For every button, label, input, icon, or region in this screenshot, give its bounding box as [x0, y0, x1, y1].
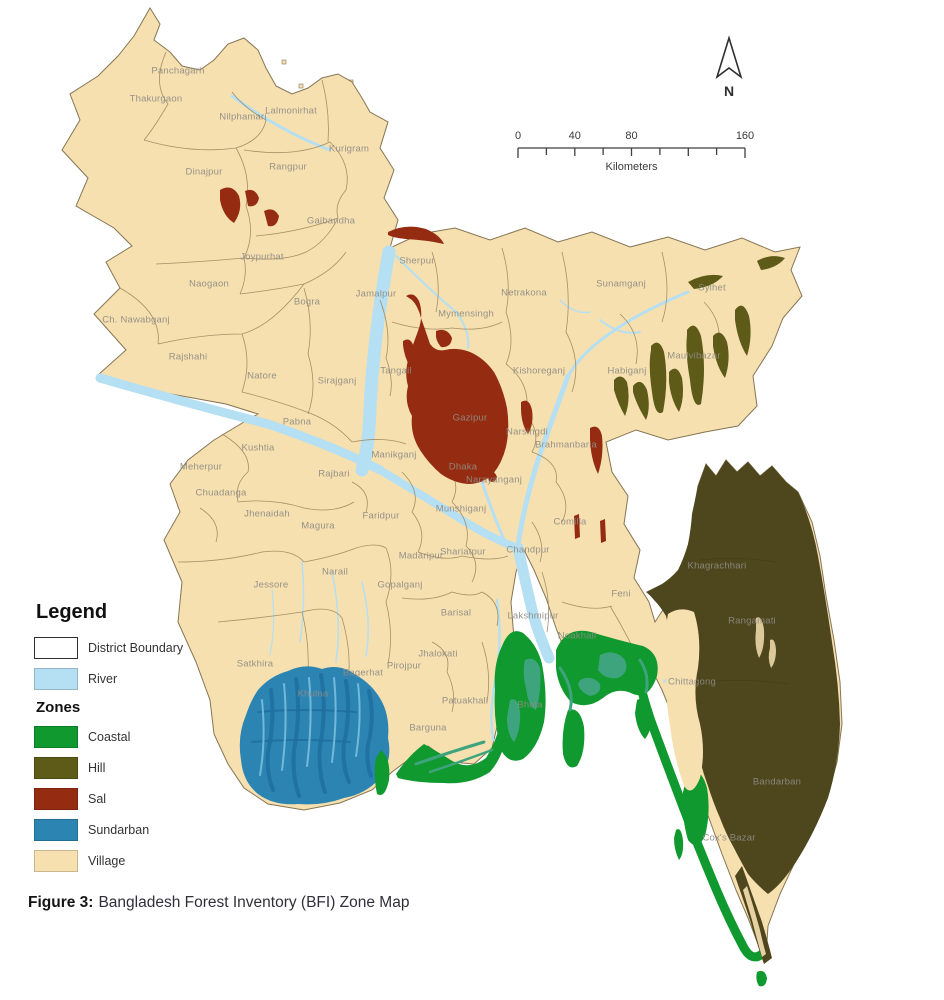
legend-item-hill: Hill [34, 757, 244, 779]
legend-item-sal: Sal [34, 788, 244, 810]
sal-sherpur-strip [388, 226, 444, 244]
hill-sylhet-sliver [688, 274, 723, 289]
legend-item-label: Hill [88, 761, 106, 775]
sundarban-zone [239, 666, 390, 805]
sal-zone [220, 187, 606, 543]
coastal-kutubdia [674, 829, 684, 860]
district-boundary-swatch [34, 637, 78, 659]
scale-tick-0: 0 [515, 130, 521, 142]
hill-jaintiapur [757, 256, 785, 270]
figure-caption-text: Bangladesh Forest Inventory (BFI) Zone M… [98, 894, 410, 911]
north-arrow-icon: N [715, 35, 743, 99]
legend-item-label: Sundarban [88, 823, 150, 837]
coastal-zone [374, 630, 767, 987]
legend-zones-title: Zones [36, 699, 81, 716]
hill-swatch [34, 757, 78, 779]
river-padma [95, 373, 385, 475]
district-boundaries [119, 51, 720, 713]
river-meghna [566, 290, 690, 378]
village-swatch [34, 850, 78, 872]
legend-item-sundarban: Sundarban [34, 819, 244, 841]
figure-caption: Figure 3: Bangladesh Forest Inventory (BF… [28, 894, 409, 912]
figure-caption-number: Figure 3: [28, 894, 94, 911]
legend-item-district-boundary: District Boundary [34, 637, 244, 659]
scale-bar: 0 40 80 160 Kilometers [515, 130, 754, 173]
legend: Legend District Boundary River Zones Coa… [34, 601, 244, 881]
scale-unit-label: Kilometers [606, 161, 658, 173]
chittagong-valley [666, 609, 703, 791]
sal-narsingdi [521, 400, 533, 434]
legend-item-coastal: Coastal [34, 726, 244, 748]
north-label: N [724, 83, 734, 99]
legend-item-label: Sal [88, 792, 107, 806]
scale-tick-80: 80 [625, 130, 637, 142]
kaptai-lake-patch [755, 617, 765, 658]
sal-swatch [34, 788, 78, 810]
coastal-south-fringe [396, 724, 508, 784]
legend-item-label: River [88, 672, 118, 686]
river-jamuna [355, 245, 396, 477]
scale-tick-40: 40 [569, 130, 581, 142]
river-swatch [34, 668, 78, 690]
legend-item-label: Village [88, 854, 126, 868]
sal-gazipur-madhupur [406, 294, 509, 484]
sal-brahmanbaria [590, 426, 603, 474]
legend-title: Legend [36, 601, 108, 623]
hill-zone [614, 256, 840, 964]
sal-dinajpur [220, 187, 241, 223]
legend-item-river: River [34, 668, 244, 690]
legend-item-village: Village [34, 850, 244, 872]
coastal-sundarban-east-strip [374, 750, 390, 796]
legend-item-label: Coastal [88, 730, 131, 744]
legend-item-label: District Boundary [88, 641, 184, 655]
hill-chittagong-hill-tracts [646, 460, 840, 894]
river-old-brahmaputra [395, 255, 470, 349]
coastal-swatch [34, 726, 78, 748]
coastal-hatiya [562, 709, 585, 768]
sundarban-swatch [34, 819, 78, 841]
coastal-tip-island [756, 970, 767, 987]
scale-tick-160: 160 [736, 130, 754, 142]
